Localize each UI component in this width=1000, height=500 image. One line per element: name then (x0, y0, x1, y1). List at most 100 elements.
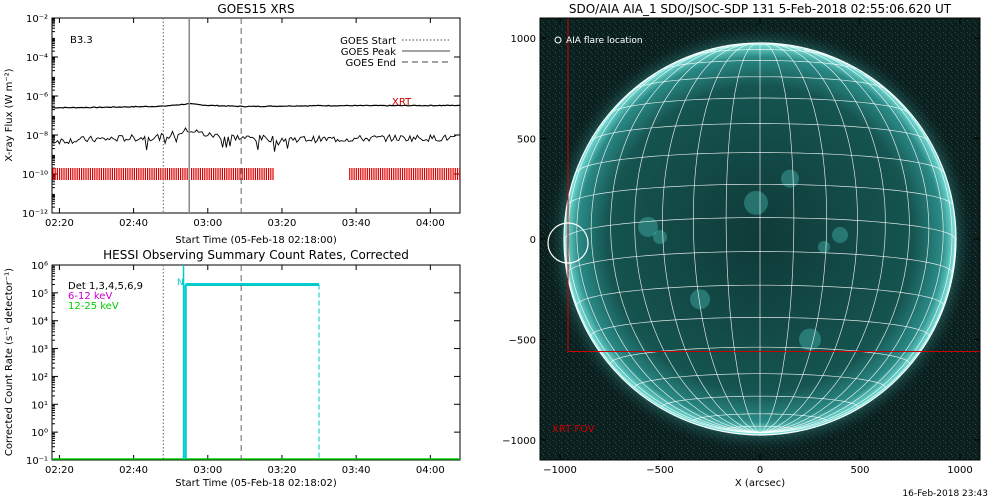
aia-y-tick-label: 0 (530, 235, 536, 246)
hessi-panel: HESSI Observing Summary Count Rates, Cor… (4, 248, 461, 489)
aia-grid-meridian (662, 44, 761, 434)
hessi-night-label: N (177, 278, 184, 288)
goes-ticks: 02:20 02:40 03:00 03:20 03:40 04:00 10⁻¹² 10⁻¹⁰… (22, 14, 460, 229)
hessi-legend-label: Det 1,3,4,5,6,9 (68, 281, 143, 292)
aia-x-tick-label: −500 (646, 465, 673, 476)
hessi-ticks: 02:20 02:40 03:00 03:20 03:40 04:00 10⁻¹ 10⁰ 10¹… (26, 261, 460, 476)
goes-plot-frame (51, 17, 461, 214)
goes-xrt-coverage (52, 168, 460, 180)
aia-limb (563, 42, 957, 436)
aia-legend-label: AIA flare location (566, 36, 643, 46)
goes-x-tick-label: 02:20 (45, 218, 74, 229)
aia-y-tick-label: −1000 (502, 436, 536, 447)
hessi-legend-label: 12-25 keV (68, 301, 119, 312)
goes-title: GOES15 XRS (217, 2, 294, 16)
hessi-y-tick-label: 10⁻¹ (26, 456, 48, 467)
aia-grid-meridian (576, 52, 761, 434)
aia-x-axis-label: X (arcsec) (735, 478, 785, 489)
goes-y-tick-label: 10⁻⁸ (26, 131, 48, 142)
aia-grid-meridian (564, 238, 761, 434)
goes-y-tick-label: 10⁻⁶ (26, 92, 48, 103)
aia-grid-meridian (692, 44, 761, 434)
aia-grid-meridian (759, 238, 956, 434)
aia-grid-meridian (759, 43, 795, 434)
aia-flare-location (547, 222, 589, 264)
hessi-x-tick-label: 02:40 (119, 465, 148, 476)
hessi-y-tick-label: 10² (31, 372, 48, 383)
aia-panel: SDO/AIA AIA_1 SDO/JSOC-SDP 131 5-Feb-201… (502, 2, 981, 489)
aia-grid-meridian (610, 46, 761, 434)
hessi-count-rates (52, 265, 460, 460)
aia-disk-texture (638, 169, 848, 351)
hessi-legend-label: 6-12 keV (68, 291, 112, 302)
aia-grid-meridian (759, 44, 858, 434)
hessi-y-axis-label: Corrected Count Rate (s⁻¹ detector⁻¹) (4, 268, 15, 456)
aia-x-tick-label: 500 (850, 465, 869, 476)
goes-y-tick-label: 10⁻¹⁰ (22, 170, 48, 181)
aia-grid-meridian (759, 74, 953, 434)
hessi-x-tick-label: 03:40 (342, 465, 371, 476)
hessi-x-tick-label: 03:00 (193, 465, 222, 476)
goes-series-line (52, 102, 460, 109)
aia-active-region (653, 229, 667, 244)
aia-grid-meridian (759, 46, 910, 434)
hessi-x-axis-label: Start Time (05-Feb-18 02:18:02) (175, 478, 337, 489)
goes-x-tick-label: 03:20 (268, 218, 297, 229)
aia-x-tick-label: −1000 (543, 465, 577, 476)
xrt-fov-box (567, 18, 980, 353)
aia-legend-marker (554, 36, 562, 44)
aia-x-tick-label: 1000 (947, 465, 972, 476)
hessi-y-tick-label: 10⁴ (31, 317, 48, 328)
goes-y-axis-label: X-ray Flux (W m⁻²) (4, 68, 15, 161)
hessi-y-tick-label: 10⁵ (31, 289, 48, 300)
goes-xrt-label: XRT (392, 97, 412, 108)
aia-grid-meridian (725, 43, 761, 434)
goes-flux-lines (52, 102, 460, 152)
goes-x-axis-label: Start Time (05-Feb-18 02:18:00) (175, 235, 337, 246)
aia-active-region (690, 289, 710, 310)
goes-x-tick-label: 03:40 (342, 218, 371, 229)
goes-class-annotation: B3.3 (70, 35, 93, 46)
goes-y-tick-label: 10⁻¹² (22, 209, 48, 220)
aia-y-tick-label: 1000 (511, 34, 536, 45)
aia-grid-meridian (759, 44, 886, 434)
hessi-x-tick-label: 04:00 (416, 465, 445, 476)
aia-grid-meridian (590, 48, 761, 434)
aia-active-region (799, 328, 821, 351)
goes-time-markers (162, 18, 242, 213)
hessi-title: HESSI Observing Summary Count Rates, Cor… (103, 248, 409, 262)
aia-active-region (781, 169, 799, 188)
hessi-y-tick-label: 10³ (31, 345, 48, 356)
hessi-y-tick-label: 10⁶ (31, 261, 48, 272)
goes-legend-label: GOES End (346, 58, 396, 69)
goes-series-line (52, 127, 460, 152)
aia-x-tick-label: 0 (757, 465, 763, 476)
aia-grid-meridian (567, 74, 761, 434)
goes-y-tick-label: 10⁻² (26, 14, 48, 25)
aia-title: SDO/AIA AIA_1 SDO/JSOC-SDP 131 5-Feb-201… (569, 2, 952, 16)
aia-lat-lon-grid (564, 43, 956, 434)
hessi-y-tick-label: 10¹ (31, 400, 48, 411)
goes-panel: GOES15 XRS 02:20 02:40 03:00 03:20 03:40 04:0… (4, 2, 461, 246)
aia-grid-meridian (759, 52, 944, 434)
aia-ticks: −1000 −500 0 500 1000 −1000 −500 0 500 1000 (502, 18, 980, 476)
hessi-y-tick-label: 10⁰ (31, 428, 48, 439)
hessi-x-tick-label: 03:20 (268, 465, 297, 476)
aia-grid-meridian (634, 44, 761, 434)
hessi-x-tick-label: 02:20 (45, 465, 74, 476)
goes-y-tick-label: 10⁻⁴ (26, 53, 48, 64)
aia-active-region (818, 241, 830, 254)
goes-x-tick-label: 04:00 (416, 218, 445, 229)
hessi-plot-frame (51, 264, 461, 461)
goes-x-tick-label: 03:00 (193, 218, 222, 229)
aia-active-region (832, 226, 848, 243)
aia-grid-meridian (759, 44, 828, 434)
goes-x-tick-label: 02:40 (119, 218, 148, 229)
aia-active-region (744, 190, 768, 215)
aia-grid-meridian (759, 48, 930, 434)
footer-timestamp: 16-Feb-2018 23:43 (902, 489, 988, 499)
xrt-fov-label: XRT FOV (552, 424, 595, 435)
